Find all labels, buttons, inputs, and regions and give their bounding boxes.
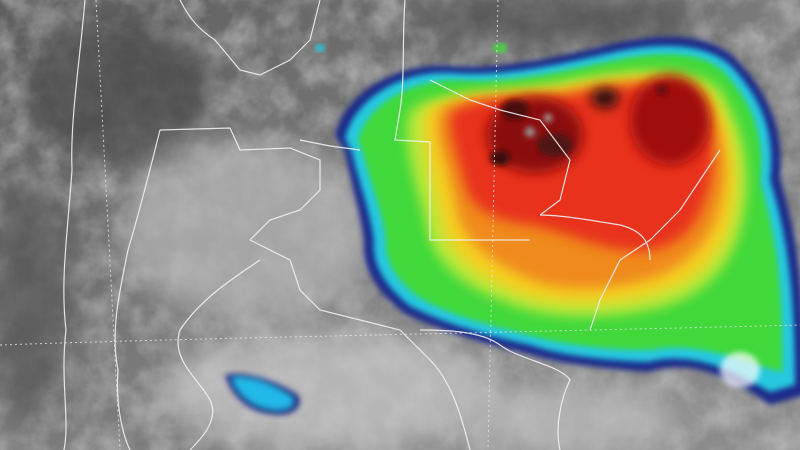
border [159,127,321,241]
overshoot [490,150,510,166]
grid-line [95,0,121,450]
border [249,239,471,450]
border [419,329,571,450]
storm-core-dark [591,88,619,108]
border [394,0,530,241]
overshoot [656,85,668,95]
storm-overshoot [490,85,668,166]
small-cell [493,43,507,53]
border [589,149,721,331]
border [539,214,651,261]
cloud [420,0,700,45]
border [299,139,361,151]
cloud [440,385,680,450]
border [429,79,571,216]
storm [315,36,800,405]
border [177,259,261,450]
cloud [160,330,500,450]
overshoot [537,133,573,157]
grid-line [487,0,499,450]
sw-cell-core [232,377,293,410]
overshoot [525,127,535,137]
small-cell [315,44,325,52]
overshoot [501,100,529,120]
overshoot [544,114,552,122]
small-cell [720,352,760,388]
cloud-patches [0,0,700,450]
border [179,0,321,76]
borders [63,0,721,450]
cloud [0,180,70,420]
sw-cell [225,373,300,415]
border [63,0,86,450]
cloud [30,20,210,160]
grid-line [0,324,800,346]
cloud [120,140,380,320]
border [114,129,161,450]
storm-core-dark [630,75,710,165]
